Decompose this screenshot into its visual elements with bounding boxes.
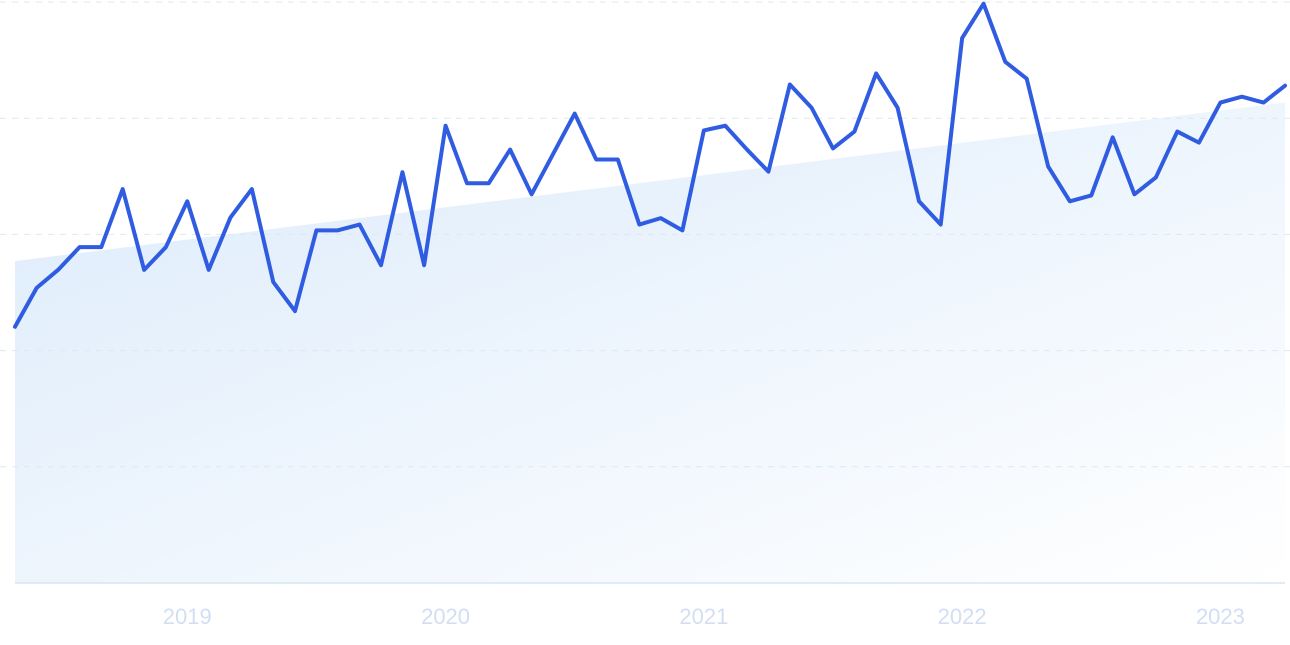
x-tick-label: 2021 (679, 604, 728, 629)
trend-area (15, 102, 1285, 583)
x-tick-label: 2020 (421, 604, 470, 629)
x-tick-label: 2023 (1196, 604, 1245, 629)
line (13, 1, 1287, 329)
x-tick-label: 2022 (938, 604, 987, 629)
x-tick-label: 2019 (163, 604, 212, 629)
